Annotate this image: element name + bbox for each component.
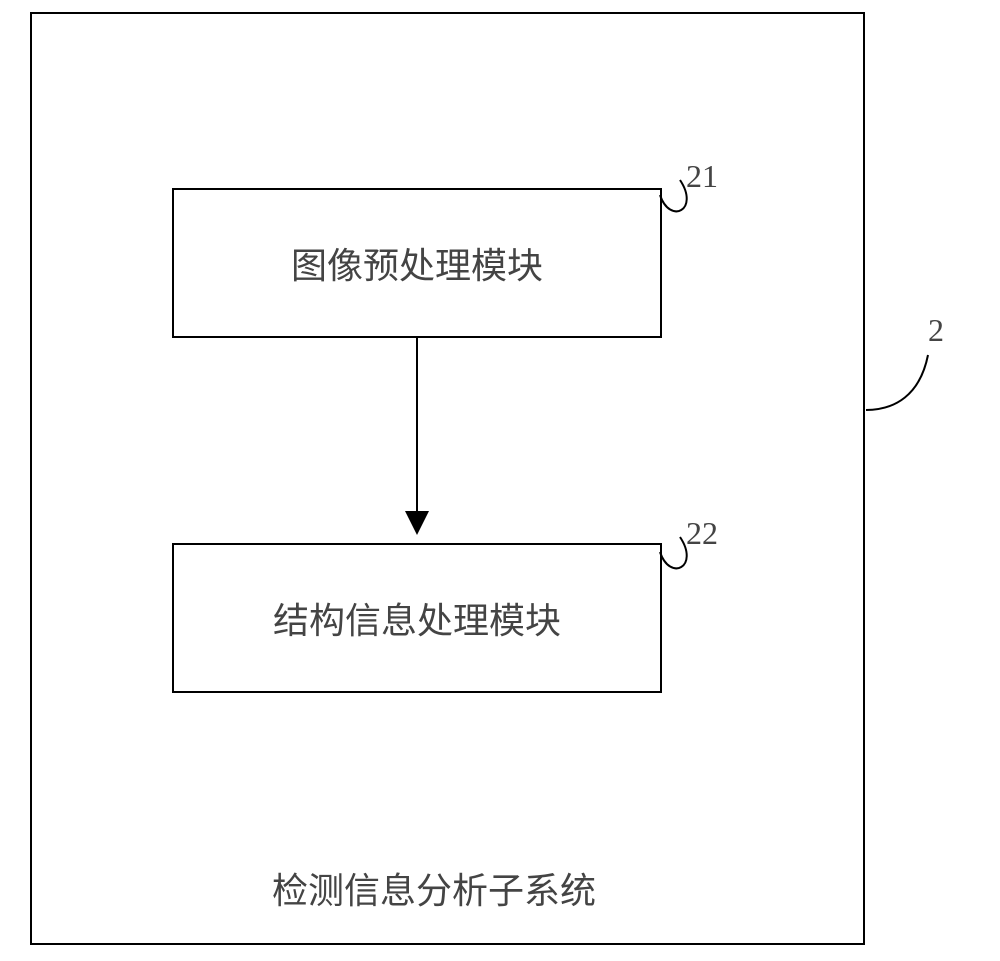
ref-number-2: 2 — [928, 312, 944, 349]
leader-line-2 — [0, 0, 1000, 961]
diagram-caption: 检测信息分析子系统 — [272, 862, 596, 914]
